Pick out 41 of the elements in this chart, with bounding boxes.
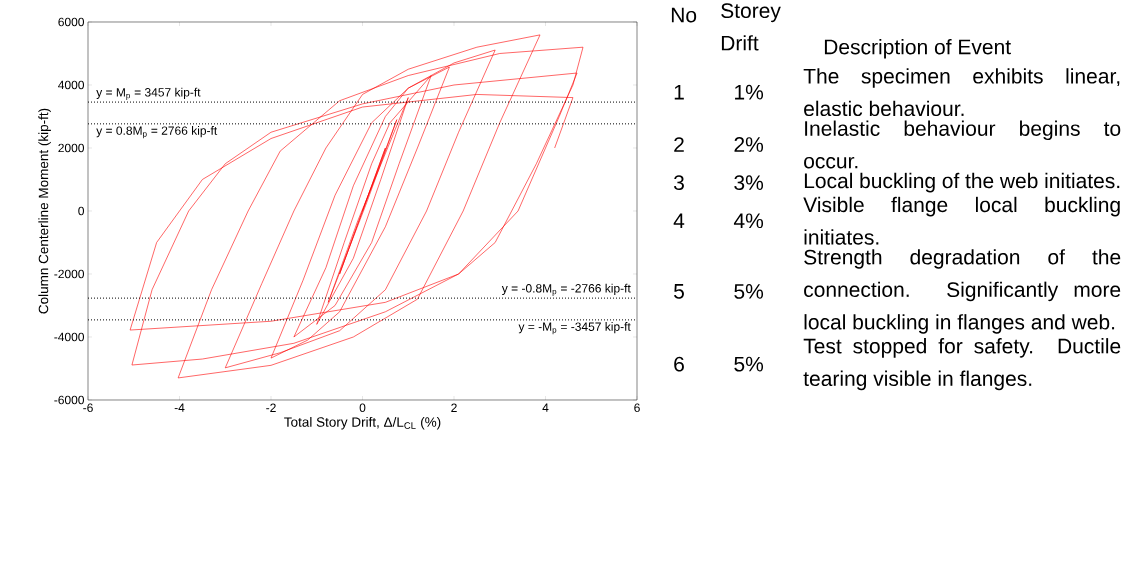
text: 3 — [673, 175, 684, 191]
y-tick-label: -6000 — [54, 395, 85, 405]
y-tick-label: 0 — [78, 206, 85, 216]
text: The specimen exhibits linear, elastic behaviour. — [803, 68, 1120, 117]
x-tick-label: 4 — [542, 403, 549, 412]
x-tick-label: 0 — [359, 403, 366, 413]
text: Visible flange local buckling initiates. — [803, 196, 1120, 245]
y-tick-label: -4000 — [54, 332, 85, 342]
text: Inelastic behaviour begins to occur. — [804, 120, 1121, 169]
text: 1% — [735, 84, 764, 100]
text: 1 — [674, 84, 684, 100]
text: 5% — [734, 284, 764, 299]
text: Storey Drift — [721, 3, 781, 51]
ref-line-label: y = -M$_{p}$ = -3457 kip-ft — [518, 322, 631, 335]
text: 2 — [674, 137, 684, 152]
text: 5 — [674, 284, 684, 299]
ref-line-label: y = M$_{p}$ = 3457 kip-ft — [96, 87, 201, 100]
text: Test stopped for safety. Ductile tearing visible in flanges. — [803, 338, 1121, 391]
y-tick-label: 2000 — [58, 143, 85, 153]
y-tick-label: -2000 — [54, 269, 85, 279]
text: 4% — [733, 213, 764, 229]
text: Strength degradation of the connection. Significantly more local buckling in flanges and web. — [804, 249, 1121, 334]
text: 5% — [734, 356, 764, 372]
y-tick-label: 6000 — [58, 17, 85, 27]
text: Description of Event — [824, 38, 1011, 59]
text: 3% — [734, 175, 764, 191]
x-tick-label: -2 — [266, 403, 276, 412]
ref-line-label: y = 0.8M$_{p}$ = 2766 kip-ft — [96, 126, 218, 139]
x-tick-label: 2 — [451, 403, 457, 412]
x-tick-label: -6 — [83, 403, 93, 413]
ref-line-label: y = -0.8M$_{p}$ = -2766 kip-ft — [501, 283, 631, 296]
text: 2% — [734, 137, 764, 152]
y-tick-label: 4000 — [58, 80, 85, 90]
text: 6 — [674, 356, 684, 372]
x-axis-title: Total Story Drift, Δ/L$_{CL}$ (%) — [284, 416, 441, 430]
x-tick-label: 6 — [634, 403, 640, 413]
text: No — [671, 7, 697, 23]
text: 4 — [673, 213, 685, 228]
x-tick-label: -4 — [174, 403, 185, 412]
text: Local buckling of the web initiates. — [804, 172, 1120, 193]
y-axis-title: Column Centerline Moment (kip-ft) — [38, 108, 51, 314]
